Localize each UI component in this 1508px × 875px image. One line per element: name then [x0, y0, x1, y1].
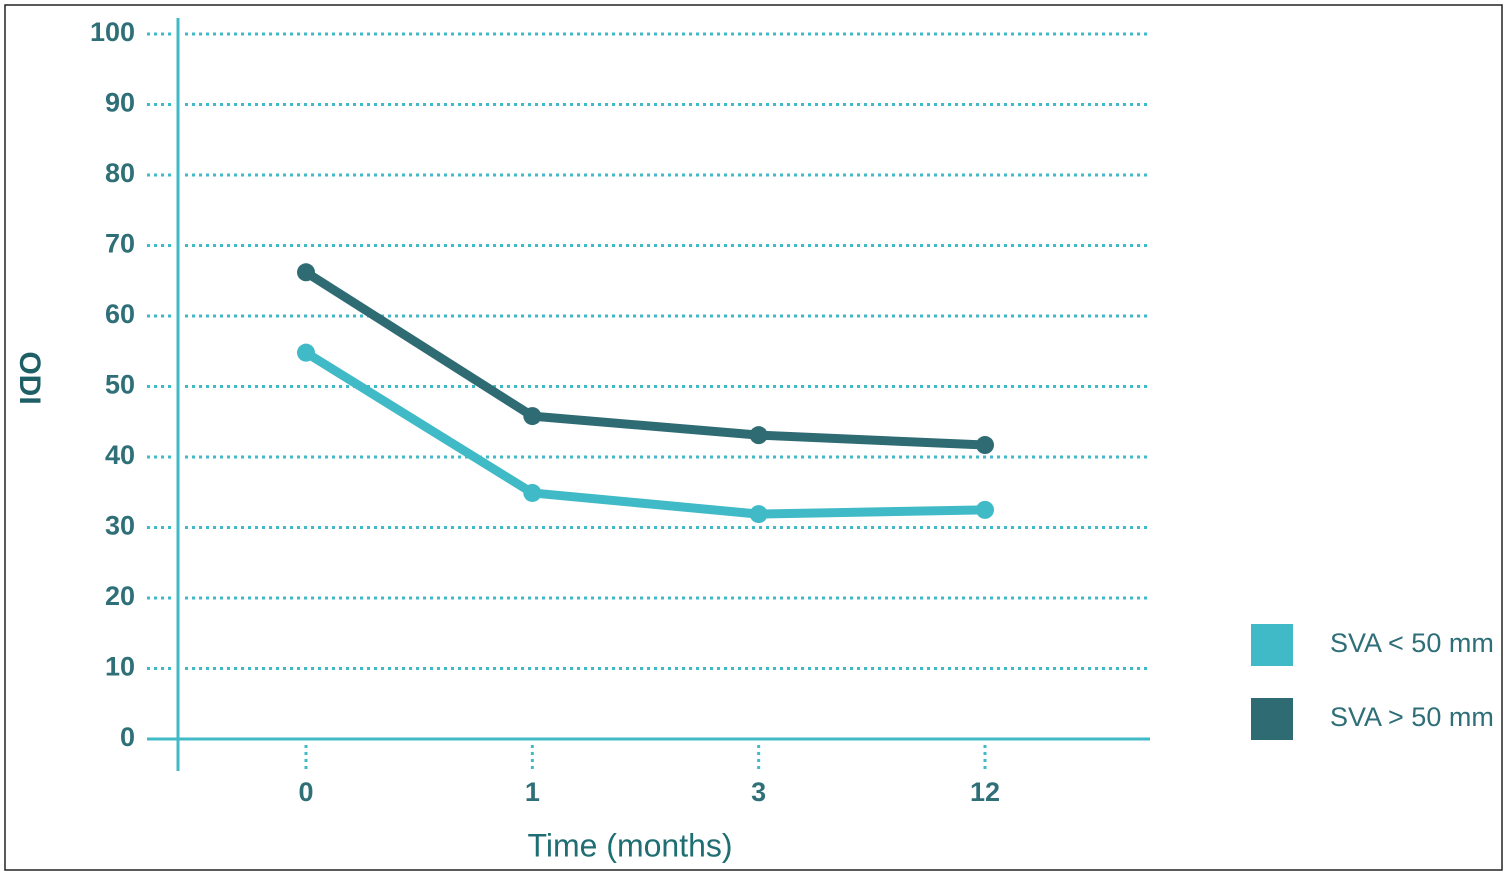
- legend-swatch: [1251, 624, 1293, 666]
- y-tick-label: 60: [105, 299, 135, 329]
- data-point: [976, 500, 994, 519]
- y-tick-label: 50: [105, 370, 135, 400]
- x-axis-title: Time (months): [527, 827, 732, 863]
- y-tick-label: 80: [105, 158, 135, 188]
- y-axis-title: ODI: [13, 351, 46, 404]
- x-tick-label: 1: [525, 777, 540, 807]
- data-point: [749, 505, 768, 524]
- y-tick-label: 100: [90, 17, 135, 47]
- x-tick-label: 12: [970, 777, 1000, 807]
- data-point: [749, 426, 768, 445]
- data-point: [297, 343, 315, 362]
- legend-label: SVA < 50 mm: [1330, 628, 1494, 658]
- y-tick-label: 30: [105, 511, 135, 541]
- series-line: [303, 268, 986, 450]
- legend-label: SVA > 50 mm: [1330, 702, 1494, 732]
- x-tick-label: 0: [298, 777, 313, 807]
- data-point: [523, 483, 542, 502]
- y-tick-label: 20: [105, 581, 135, 611]
- legend-swatch: [1251, 698, 1293, 740]
- y-tick-label: 70: [105, 229, 135, 259]
- x-tick-label: 3: [751, 777, 766, 807]
- y-tick-label: 0: [120, 722, 135, 752]
- data-point: [523, 407, 542, 426]
- y-tick-label: 90: [105, 88, 135, 118]
- y-tick-label: 40: [105, 440, 135, 470]
- data-point: [297, 263, 315, 282]
- data-point: [976, 436, 994, 455]
- series-line: [303, 348, 986, 519]
- y-tick-label: 10: [105, 652, 135, 682]
